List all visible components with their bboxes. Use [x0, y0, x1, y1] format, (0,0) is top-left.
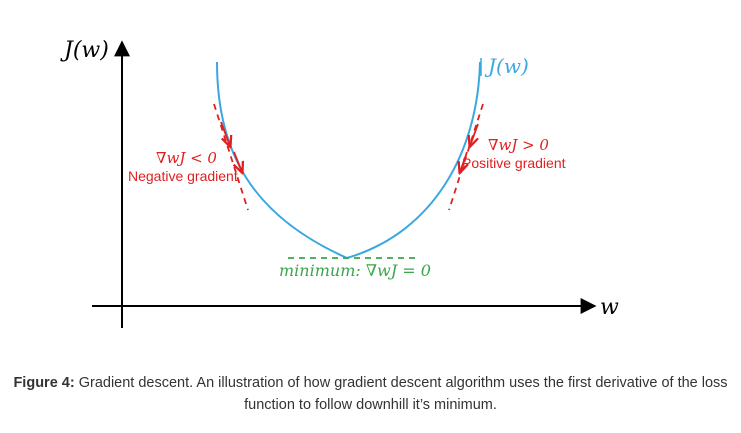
- minimum-label: minimum: ∇wJ = 0: [279, 261, 431, 280]
- positive-gradient-label: Positive gradient: [462, 155, 566, 171]
- y-axis-label: J(w): [60, 38, 109, 63]
- diagram-canvas: J(w) w J(w) ∇wJ < 0 Negative gradient ∇w…: [60, 38, 619, 328]
- positive-gradient-arrow-2: [460, 151, 467, 172]
- negative-gradient-label: Negative gradient: [128, 168, 238, 184]
- x-axis-label: w: [600, 295, 619, 320]
- loss-curve: [216, 61, 481, 260]
- negative-gradient-arrow-2: [234, 151, 242, 172]
- positive-gradient-arrow: [470, 123, 478, 146]
- negative-gradient-formula: ∇wJ < 0: [156, 149, 217, 167]
- negative-gradient-tangent: [213, 103, 249, 211]
- negative-gradient-arrow: [220, 121, 230, 146]
- positive-gradient-formula: ∇wJ > 0: [488, 136, 549, 154]
- curve-label: J(w): [484, 54, 529, 78]
- caption-text: Gradient descent. An illustration of how…: [78, 375, 728, 413]
- caption-label: Figure 4:: [13, 375, 75, 391]
- figure-caption: Figure 4: Gradient descent. An illustrat…: [0, 372, 741, 416]
